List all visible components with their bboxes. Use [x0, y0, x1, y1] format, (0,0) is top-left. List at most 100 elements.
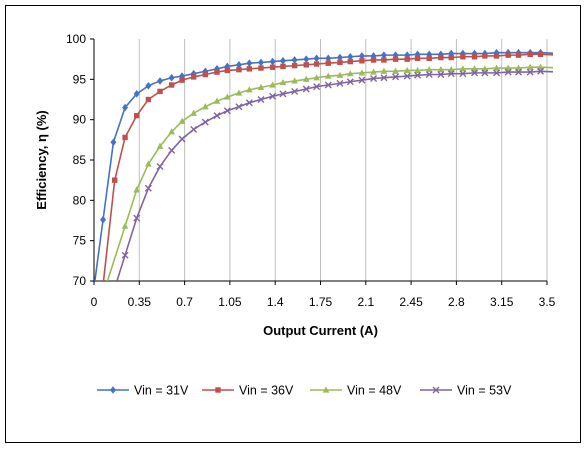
data-point: [537, 51, 544, 58]
data-point: [448, 54, 454, 61]
data-point: [201, 118, 209, 126]
axes: [90, 38, 548, 285]
data-point: [213, 112, 221, 120]
data-point: [257, 96, 265, 103]
data-point: [515, 64, 522, 71]
data-point: [336, 71, 344, 78]
data-point: [459, 70, 467, 78]
data-point: [358, 76, 366, 84]
data-point: [133, 214, 141, 222]
data-point: [257, 83, 265, 90]
data-point: [380, 74, 388, 82]
data-point: [493, 64, 500, 71]
data-point: [370, 68, 377, 75]
data-point: [459, 65, 467, 72]
y-tick-label: 95: [73, 72, 87, 86]
legend-marker: [215, 387, 221, 393]
data-point: [246, 66, 253, 72]
data-point: [515, 52, 522, 58]
data-point: [235, 61, 242, 69]
data-point: [481, 65, 489, 72]
series-line: [94, 51, 554, 281]
data-point: [245, 99, 253, 107]
data-point: [425, 66, 433, 73]
data-point: [447, 66, 455, 73]
data-point: [156, 142, 164, 149]
data-point: [526, 68, 534, 76]
data-point: [414, 55, 421, 62]
legend-label: Vin = 36V: [239, 384, 294, 398]
data-point: [414, 66, 421, 74]
data-point: [515, 68, 523, 76]
series-line: [102, 53, 554, 281]
data-point: [438, 54, 444, 61]
legend-item: Vin = 48V: [310, 384, 402, 398]
data-point: [437, 66, 445, 73]
legend: Vin = 31V Vin = 36V Vin = 48V Vin = 53V: [97, 384, 512, 398]
y-tick-label: 70: [73, 274, 87, 288]
data-point: [526, 63, 534, 70]
data-point: [346, 70, 354, 77]
data-point: [504, 68, 512, 76]
legend-label: Vin = 53V: [457, 384, 512, 398]
data-point: [224, 67, 231, 74]
x-tick-label: 1.05: [218, 295, 242, 309]
efficiency-chart: 70 75 80 85 90 95 100 0 0.35 0.7 1.05 1.4 1.75 2.1 2.4…: [34, 32, 556, 398]
data-point: [337, 59, 343, 66]
series-line: [106, 66, 554, 281]
data-point: [302, 75, 310, 82]
data-point: [202, 71, 209, 78]
data-point: [110, 138, 117, 147]
data-point: [392, 73, 400, 81]
data-point: [380, 51, 387, 59]
data-point: [347, 58, 353, 65]
data-point: [269, 64, 276, 70]
series-1: [94, 48, 554, 281]
data-point: [324, 72, 332, 79]
data-point: [527, 51, 533, 58]
data-point: [168, 73, 175, 82]
data-point: [426, 55, 432, 62]
data-point: [303, 62, 309, 68]
y-axis-title: Efficiency, η (%): [34, 110, 49, 209]
data-point: [178, 117, 186, 124]
y-tick-label: 80: [73, 193, 87, 207]
data-point: [235, 89, 243, 96]
data-point: [112, 177, 118, 183]
data-point: [336, 53, 343, 62]
x-tick-label: 0.35: [128, 295, 152, 309]
data-point: [482, 53, 488, 59]
data-point: [370, 75, 378, 83]
series-layer: [94, 48, 554, 281]
data-point: [179, 77, 185, 83]
x-tick-label: 0: [91, 295, 98, 309]
data-point: [190, 74, 197, 80]
data-point: [313, 74, 320, 81]
data-point: [325, 54, 332, 63]
x-axis-title: Output Current (A): [263, 323, 378, 338]
data-point: [381, 57, 387, 63]
data-point: [291, 87, 299, 95]
data-point: [380, 67, 388, 74]
x-tick-label: 2.1: [357, 295, 374, 309]
data-point: [303, 55, 310, 63]
data-point: [235, 103, 243, 111]
data-point: [214, 69, 220, 75]
data-point: [145, 160, 152, 167]
legend-item: Vin = 31V: [97, 384, 189, 398]
data-point: [537, 67, 545, 75]
x-tick-label: 1.4: [267, 295, 284, 309]
data-point: [504, 64, 512, 71]
data-point: [134, 112, 140, 119]
y-tick-label: 85: [73, 153, 87, 167]
series-4: [116, 67, 554, 281]
x-tick-label: 2.45: [399, 295, 423, 309]
y-tick-label: 90: [73, 113, 87, 127]
data-point: [370, 57, 377, 63]
data-point: [404, 56, 410, 62]
data-point: [190, 125, 198, 133]
legend-marker: [432, 386, 440, 394]
data-point: [358, 52, 365, 60]
data-point: [493, 53, 500, 59]
data-point: [145, 96, 152, 103]
